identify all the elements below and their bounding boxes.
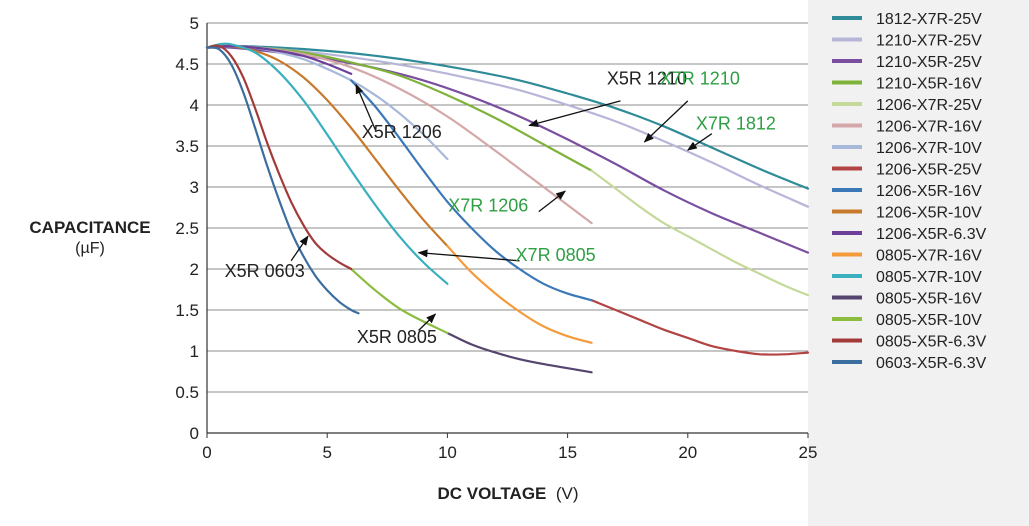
annotation-arrow (417, 249, 520, 262)
annotation-label: X7R 1210 (660, 69, 740, 89)
annotation-arrow (538, 190, 566, 213)
y-tick-label: 2 (190, 260, 199, 279)
legend-entry: 1206-X7R-16V (876, 119, 982, 136)
legend-entry: 1812-X7R-25V (876, 11, 982, 28)
legend-entry: 0603-X5R-6.3V (876, 355, 987, 372)
legend-entry: 1206-X5R-10V (876, 205, 982, 222)
y-tick-label: 3 (190, 178, 199, 197)
x-tick-label: 0 (202, 443, 211, 462)
axes: 0 0.5 1 1.5 2 2.5 3 3.5 4 4.5 5 0 5 10 15 20 25 (175, 14, 817, 462)
legend-entry: 0805-X5R-10V (876, 312, 982, 329)
y-tick-label: 5 (190, 14, 199, 33)
series-line-1206-x5r-6.3v (205, 44, 353, 75)
legend-entry: 1210-X5R-25V (876, 54, 982, 71)
y-tick-label: 0.5 (175, 383, 199, 402)
y-tick-label: 4 (190, 96, 199, 115)
annotation-label: X5R 1206 (362, 122, 442, 142)
annotation-label: X7R 0805 (516, 245, 596, 265)
series-line-1206-x5r-25v (590, 299, 810, 356)
y-tick-label: 1.5 (175, 301, 199, 320)
x-tick-label: 20 (678, 443, 697, 462)
series-lines (205, 42, 810, 374)
annotation-arrow (528, 100, 621, 128)
annotation-label: X7R 1812 (696, 114, 776, 134)
x-axis-unit: (V) (556, 484, 579, 503)
x-tick-label: 15 (558, 443, 577, 462)
annotation-arrow (643, 100, 689, 143)
annotation-label: X5R 0603 (225, 261, 305, 281)
series-line-0603-x5r-6.3v (205, 46, 360, 315)
series-line-0805-x5r-6.3v (205, 44, 353, 271)
x-axis-label: DC VOLTAGE (437, 484, 546, 503)
y-tick-label: 2.5 (175, 219, 199, 238)
legend-entry: 1210-X5R-16V (876, 76, 982, 93)
legend-entry: 0805-X5R-16V (876, 291, 982, 308)
legend-entry: 1206-X5R-6.3V (876, 226, 987, 243)
y-tick-label: 3.5 (175, 137, 199, 156)
annotation-label: X5R 1210 (607, 69, 687, 89)
annotation-arrow (355, 83, 376, 130)
legend-entry: 1206-X5R-16V (876, 183, 982, 200)
y-tick-label: 1 (190, 342, 199, 361)
annotation-arrow (290, 235, 309, 262)
y-axis-label: CAPACITANCE (29, 218, 150, 237)
legend-entry: 1206-X7R-10V (876, 140, 982, 157)
series-line-0805-x5r-10v (350, 267, 449, 335)
series-line-0805-x5r-16v (446, 331, 593, 374)
series-line-1206-x7r-25v (590, 169, 810, 297)
legend-background (808, 0, 1029, 526)
legend-entry: 0805-X5R-6.3V (876, 334, 987, 351)
legend-entry: 1210-X7R-25V (876, 33, 982, 50)
legend-entry: 1206-X7R-25V (876, 97, 982, 114)
annotation-label: X5R 0805 (357, 327, 437, 347)
x-axis-title: DC VOLTAGE (V) (437, 484, 578, 503)
series-line-0805-x7r-16v (446, 244, 593, 344)
legend-entry: 0805-X7R-10V (876, 269, 982, 286)
legend-entry: 0805-X7R-16V (876, 248, 982, 265)
x-tick-label: 5 (322, 443, 331, 462)
annotation-label: X7R 1206 (448, 196, 528, 216)
legend: 1812-X7R-25V 1210-X7R-25V 1210-X5R-25V 1210… (832, 11, 987, 372)
series-line-1206-x5r-16v (350, 79, 593, 302)
annotation-arrow (418, 313, 437, 331)
x-tick-label: 10 (438, 443, 457, 462)
series-line-1812-x7r-25v (205, 44, 810, 190)
legend-entry: 1206-X5R-25V (876, 162, 982, 179)
annotation-arrow (686, 133, 713, 151)
y-axis-unit: (µF) (75, 240, 105, 257)
series-line-0805-x7r-10v (205, 42, 449, 285)
y-tick-label: 4.5 (175, 55, 199, 74)
y-tick-label: 0 (190, 424, 199, 443)
x-tick-label: 25 (799, 443, 818, 462)
